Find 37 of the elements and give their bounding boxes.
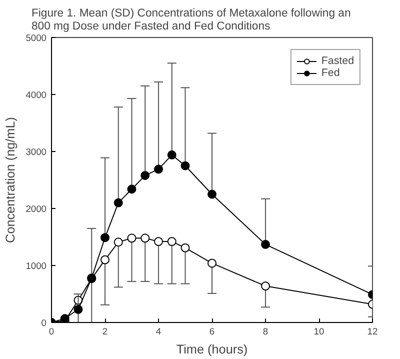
y-tick-label: 5000 [26,33,47,43]
point [261,240,270,249]
point [180,161,190,170]
point [140,234,150,243]
x-tick-label: 10 [314,326,324,336]
point [127,234,136,243]
point [167,237,176,246]
point [127,184,136,194]
point [74,304,83,314]
point [208,258,216,268]
point [140,170,150,180]
point [100,255,110,264]
x-axis-title: Time (hours) [176,342,248,356]
y-tick-label: 3000 [26,147,47,157]
y-axis-title: Concentration (ng/mL) [4,117,18,243]
point [180,243,190,252]
x-tick-label: 2 [102,326,108,336]
x-tick-label: 8 [262,326,268,336]
x-tick-label: 6 [209,326,215,336]
y-tick-label: 0 [41,318,47,328]
point [154,164,163,174]
y-tick-label: 1000 [26,261,47,271]
y-tick-label: 2000 [26,204,47,214]
legend-label: Fasted [321,55,354,67]
x-tick-label: 0 [48,326,54,336]
legend-label: Fed [321,67,341,79]
x-tick-label: 4 [156,326,162,336]
point [208,190,216,199]
point [154,237,163,246]
chart-title: Figure 1. Mean (SD) Concentrations of Metaxalone following an 800 mg Dose under Fasted and Fed Conditions [32,7,351,32]
point [114,238,123,247]
point [167,150,176,160]
y-tick-label: 4000 [26,90,47,100]
x-tick-label: 12 [367,326,378,336]
point [114,198,123,208]
point [261,282,270,291]
point [100,233,110,242]
